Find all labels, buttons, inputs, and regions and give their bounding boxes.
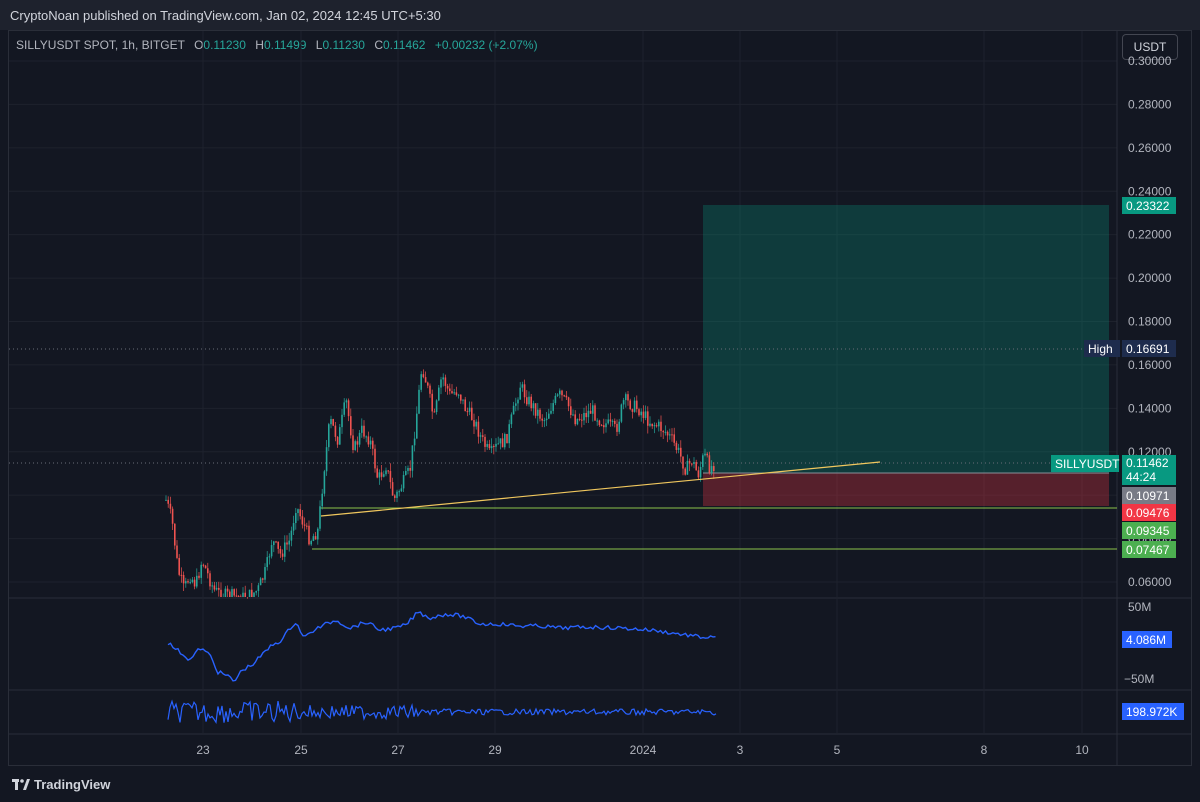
low-value: 0.11230 [322, 38, 365, 52]
change-value: +0.00232 (+2.07%) [434, 38, 538, 52]
published-info: CryptoNoan published on TradingView.com,… [10, 8, 441, 23]
high-key: H [255, 38, 264, 52]
close-value: 0.11462 [382, 38, 426, 52]
footer-brand[interactable]: TradingView [34, 777, 111, 792]
bottom-bar [0, 766, 1200, 802]
high-value: 0.11499 [263, 38, 307, 52]
tradingview-logo-icon [12, 779, 30, 790]
top-bar: CryptoNoan published on TradingView.com,… [0, 0, 1200, 30]
open-key: O [194, 38, 204, 52]
ohlc-legend: SILLYUSDT SPOT, 1h, BITGET O0.11230 H0.1… [16, 38, 538, 52]
currency-button[interactable]: USDT [1122, 34, 1178, 60]
low-key: L [315, 38, 323, 52]
symbol-label[interactable]: SILLYUSDT SPOT, 1h, BITGET [16, 38, 185, 52]
chart-frame[interactable] [8, 30, 1192, 766]
open-value: 0.11230 [203, 38, 246, 52]
close-key: C [374, 38, 383, 52]
